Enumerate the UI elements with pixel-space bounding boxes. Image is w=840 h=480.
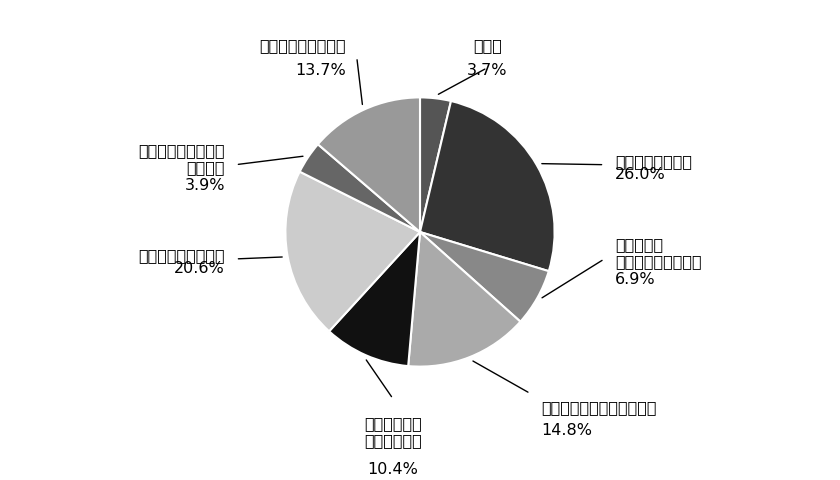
Text: お花以外の
プレゼントをもらう: お花以外の プレゼントをもらう bbox=[615, 237, 701, 269]
Text: 家族と一緒に過ごす: 家族と一緒に過ごす bbox=[139, 248, 225, 263]
Text: 3.9%: 3.9% bbox=[184, 178, 225, 193]
Text: その他: その他 bbox=[473, 37, 501, 52]
Text: お花のプレゼント: お花のプレゼント bbox=[615, 154, 692, 169]
Text: お花とプレゼントをもらう: お花とプレゼントをもらう bbox=[541, 399, 657, 414]
Text: 10.4%: 10.4% bbox=[368, 461, 418, 476]
Wedge shape bbox=[420, 232, 549, 322]
Wedge shape bbox=[329, 232, 420, 366]
Wedge shape bbox=[408, 232, 521, 367]
Text: 特に期待していない: 特に期待していない bbox=[260, 37, 346, 52]
Text: 20.6%: 20.6% bbox=[174, 260, 225, 276]
Wedge shape bbox=[300, 145, 420, 232]
Text: 6.9%: 6.9% bbox=[615, 272, 656, 287]
Text: 14.8%: 14.8% bbox=[541, 422, 592, 437]
Wedge shape bbox=[420, 102, 554, 272]
Wedge shape bbox=[286, 172, 420, 332]
Text: お小遣い・ギフト券
をもらう: お小遣い・ギフト券 をもらう bbox=[139, 143, 225, 175]
Text: 26.0%: 26.0% bbox=[615, 167, 666, 181]
Text: メッセージ・
手紙をもらう: メッセージ・ 手紙をもらう bbox=[365, 415, 422, 447]
Wedge shape bbox=[420, 98, 451, 232]
Text: 3.7%: 3.7% bbox=[467, 63, 507, 78]
Text: 13.7%: 13.7% bbox=[295, 63, 346, 78]
Wedge shape bbox=[318, 98, 420, 232]
